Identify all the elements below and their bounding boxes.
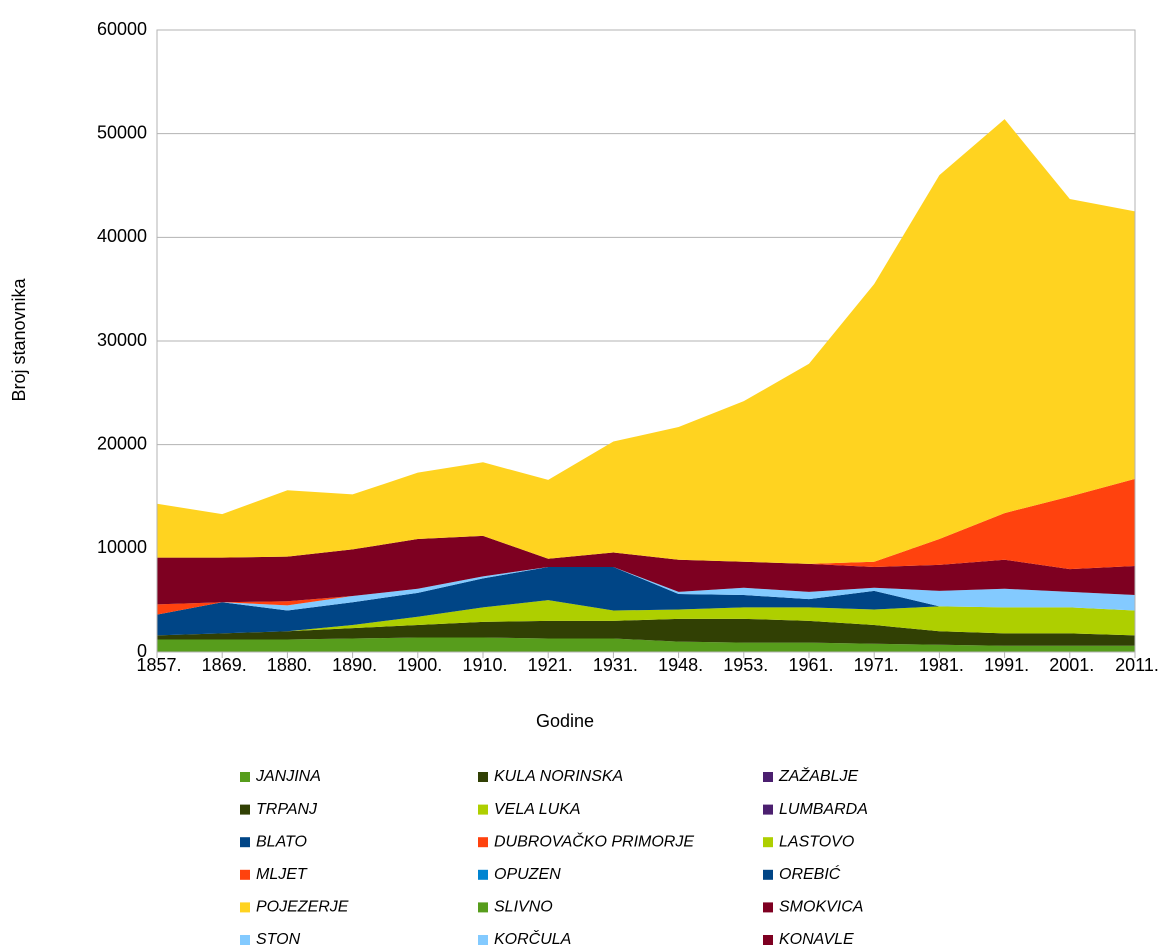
legend-swatch <box>240 772 250 782</box>
legend-swatch <box>240 837 250 848</box>
legend-label: MLJET <box>256 866 308 883</box>
legend-label: BLATO <box>256 833 307 850</box>
legend-label: LUMBARDA <box>779 801 868 818</box>
legend-swatch <box>240 902 250 913</box>
x-tick-label: 2001. <box>1049 655 1094 675</box>
y-tick-label: 60000 <box>97 19 147 39</box>
y-tick-label: 50000 <box>97 122 147 142</box>
x-tick-label: 1931. <box>593 655 638 675</box>
legend-label: STON <box>256 931 301 945</box>
legend-label: KULA NORINSKA <box>494 768 623 785</box>
area <box>157 119 1135 564</box>
y-tick-label: 20000 <box>97 433 147 453</box>
legend-label: TRPANJ <box>256 801 318 818</box>
x-tick-label: 1991. <box>984 655 1029 675</box>
legend-swatch <box>763 804 773 815</box>
x-tick-label: 1900. <box>397 655 442 675</box>
area <box>157 566 1135 636</box>
legend-label: SLIVNO <box>494 899 553 916</box>
legend-swatch <box>763 902 773 913</box>
legend-label: DUBROVAČKO PRIMORJE <box>494 831 694 850</box>
legend-label: ZAŽABLJE <box>778 766 858 785</box>
legend-swatch <box>478 869 488 880</box>
legend-label: KONAVLE <box>779 931 854 945</box>
legend-swatch <box>240 935 250 945</box>
legend-swatch <box>240 869 250 880</box>
legend-label: KORČULA <box>494 929 571 945</box>
legend-label: POJEZERJE <box>256 899 349 916</box>
legend-label: OPUZEN <box>494 866 561 883</box>
x-tick-label: 1948. <box>658 655 703 675</box>
x-tick-label: 1869. <box>202 655 247 675</box>
legend-swatch <box>763 935 773 945</box>
x-tick-label: 1961. <box>788 655 833 675</box>
legend-label: JANJINA <box>255 768 321 785</box>
x-tick-label: 1953. <box>723 655 768 675</box>
legend-label: VELA LUKA <box>494 801 581 818</box>
x-tick-label: 1857. <box>136 655 181 675</box>
legend-swatch <box>478 935 488 945</box>
x-tick-label: 1910. <box>462 655 507 675</box>
x-tick-label: 1921. <box>528 655 573 675</box>
area <box>157 618 1135 646</box>
y-tick-label: 0 <box>137 641 147 661</box>
area <box>157 535 1135 605</box>
legend-swatch <box>478 837 488 848</box>
x-axis-label: Godine <box>536 711 594 731</box>
legend-label: SMOKVICA <box>779 899 863 916</box>
legend-swatch <box>763 772 773 782</box>
area <box>157 637 1135 652</box>
legend-swatch <box>763 837 773 848</box>
y-tick-label: 40000 <box>97 226 147 246</box>
legend-swatch <box>478 902 488 913</box>
y-axis-label: Broj stanovnika <box>9 277 29 401</box>
x-tick-label: 1880. <box>267 655 312 675</box>
legend-swatch <box>240 804 250 815</box>
legend-label: LASTOVO <box>779 833 854 850</box>
area <box>157 478 1135 570</box>
legend-label: OREBIĆ <box>779 864 841 883</box>
x-tick-label: 1971. <box>854 655 899 675</box>
legend-swatch <box>478 772 488 782</box>
area <box>157 600 1135 636</box>
x-tick-label: 1890. <box>332 655 377 675</box>
y-tick-label: 10000 <box>97 537 147 557</box>
legend-swatch <box>478 804 488 815</box>
y-tick-label: 30000 <box>97 330 147 350</box>
x-tick-label: 2011. <box>1115 655 1159 675</box>
x-tick-label: 1981. <box>919 655 964 675</box>
legend-swatch <box>763 869 773 880</box>
